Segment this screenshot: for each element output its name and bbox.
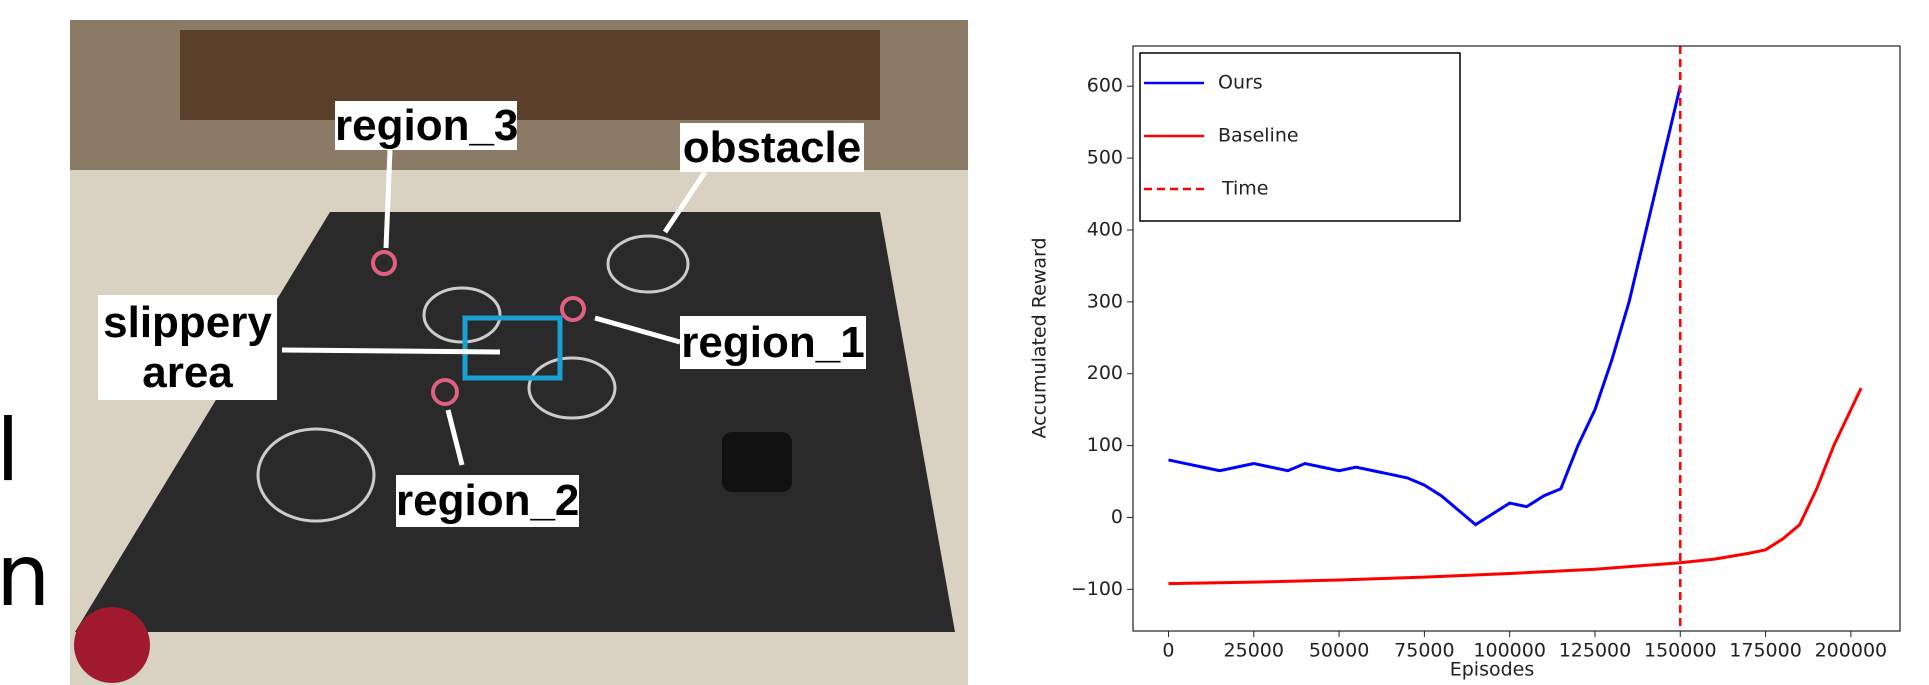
y-axis-label: Accumulated Reward [1029,237,1051,438]
x-tick-label: 0 [1162,640,1174,662]
y-tick-label: −100 [1071,578,1123,600]
y-tick-label: 0 [1111,506,1123,528]
legend-label: Ours [1218,72,1263,94]
y-tick-label: 400 [1087,218,1123,240]
x-tick-label: 50000 [1309,640,1369,662]
y-tick-label: 200 [1087,362,1123,384]
x-tick-label: 175000 [1729,640,1802,662]
x-tick-label: 125000 [1559,640,1632,662]
page: l n region_3obstacleslipperyarearegion_1… [0,0,1929,685]
legend-label: Baseline [1218,125,1299,147]
x-axis-label: Episodes [1450,659,1535,681]
line [1168,388,1861,583]
y-tick-label: 600 [1087,75,1123,97]
x-tick-label: 100000 [1473,640,1546,662]
x-tick-label: 25000 [1224,640,1284,662]
chart: Episodes Accumulated Reward −100 0 100 200 3… [0,0,1929,685]
legend-label: Time [1221,178,1269,200]
y-tick-label: 300 [1087,290,1123,312]
x-tick-label: 150000 [1644,640,1717,662]
y-tick-label: 500 [1087,147,1123,169]
y-tick-label: 100 [1087,434,1123,456]
x-tick-label: 200000 [1815,640,1888,662]
x-tick-label: 75000 [1394,640,1454,662]
